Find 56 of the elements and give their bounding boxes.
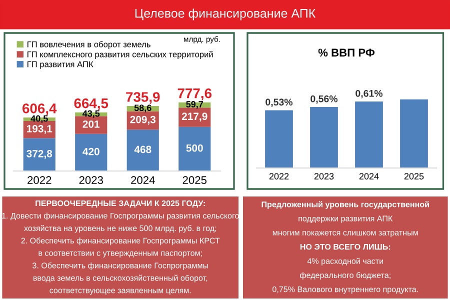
data-label: 58,6 — [134, 104, 152, 112]
bar — [400, 99, 428, 168]
text: соответствующее заявленным целям. — [50, 288, 191, 295]
x-tick-label: 2022 — [269, 173, 289, 180]
data-label: 0,61% — [356, 90, 383, 98]
data-label: 420 — [82, 148, 100, 156]
bar — [178, 126, 211, 171]
legend-label: ГП вовлечения в оборот земель — [28, 41, 150, 49]
x-tick-label: 2022 — [28, 176, 52, 184]
text: в соответствии с утвержденным паспортом; — [38, 251, 202, 258]
total-label: 777,6 — [178, 88, 212, 100]
text: хозяйства на уровень не ниже 500 млрд. руб. в год; — [24, 225, 216, 233]
total-label: 606,4 — [22, 104, 57, 116]
x-tick-label: 2023 — [314, 173, 334, 180]
text: 3. Обеспечить финансирование Госпрограммы — [32, 262, 208, 270]
text: 2. Обеспечить финансирование Госпрограммы КРСТ — [21, 237, 220, 246]
data-label: 43,5 — [82, 110, 100, 118]
data-label: 372,8 — [26, 150, 52, 159]
text: 4% расходной части — [307, 258, 383, 266]
text: НО ЭТО ВСЕГО ЛИШЬ: — [300, 244, 390, 250]
text: ввода земель в сельскохозяйственный оборот, — [33, 274, 208, 282]
data-label: 59,7 — [186, 101, 204, 109]
bar — [355, 102, 383, 168]
bar — [75, 134, 108, 171]
text: ПЕРВООЧЕРЕДНЫЕ ЗАДАЧИ К 2025 ГОДУ: — [36, 200, 205, 208]
bar — [75, 116, 108, 134]
text: 0,75% Валового внутреннего продукта. — [272, 286, 418, 294]
data-label: 500 — [186, 144, 203, 152]
data-label: 0,53% — [266, 98, 293, 107]
text: 1. Довести финансирование Госпрограммы развития сельского — [2, 212, 239, 220]
legend-label: ГП комплексного развития сельских территорий — [28, 51, 213, 59]
data-label: 217,9 — [182, 112, 208, 122]
legend-label: ГП развития АПК — [28, 61, 94, 69]
bar — [126, 130, 159, 171]
data-label: 0,56% — [310, 95, 338, 104]
x-tick-label: 2024 — [359, 173, 379, 180]
data-label: 201 — [82, 120, 100, 128]
x-tick-label: 2023 — [79, 176, 103, 184]
total-label: 664,5 — [74, 98, 108, 110]
text: Предложенный уровень государственной — [262, 201, 429, 209]
chart-title: Целевое финансирование АПК — [135, 8, 316, 20]
x-tick-label: 2025 — [404, 173, 424, 180]
chart-title: % ВВП РФ — [318, 48, 375, 57]
data-label: 468 — [134, 146, 152, 154]
text: многим покажется слишком затратным — [272, 231, 418, 238]
bar — [23, 138, 56, 171]
data-label: 209,3 — [130, 116, 156, 125]
bar — [178, 108, 211, 127]
total-label: 735,9 — [126, 92, 160, 104]
x-tick-label: 2025 — [182, 176, 207, 184]
data-label: 193,1 — [27, 124, 52, 134]
x-tick-label: 2024 — [131, 176, 155, 184]
bar — [265, 110, 293, 168]
text: поддержки развития АПК — [298, 216, 393, 223]
bar — [310, 106, 338, 168]
text: федерального бюджета; — [300, 272, 390, 280]
